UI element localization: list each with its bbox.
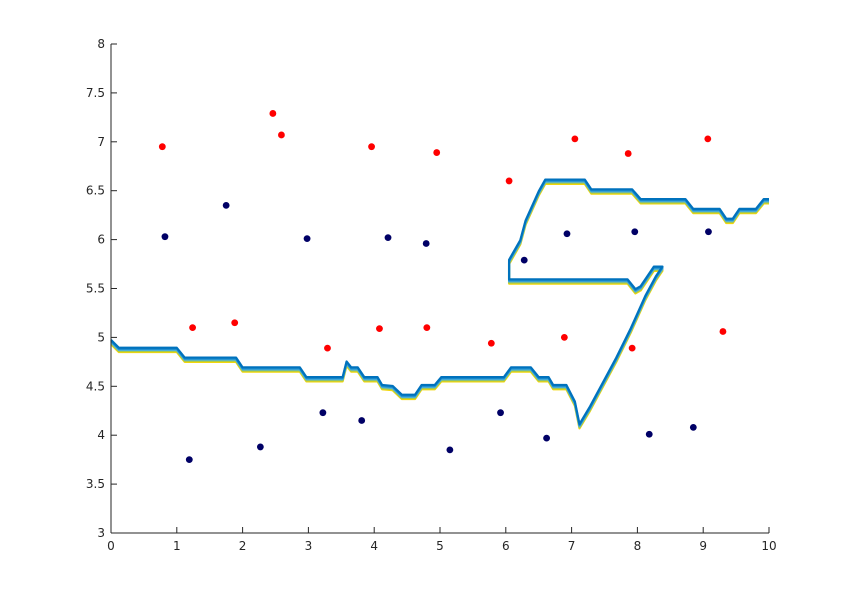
decision-boundary [110,178,769,430]
y-tick-label: 3.5 [86,477,105,491]
blue-data-point [446,446,454,454]
data-points [158,110,727,464]
red-data-point [158,143,166,151]
blue-data-point [520,256,528,264]
y-tick-label: 6 [97,233,105,247]
blue-data-point [384,234,392,242]
red-data-point [376,325,383,332]
y-tick-label: 3 [97,526,105,540]
red-data-point [433,149,441,156]
red-data-point [719,328,727,335]
x-tick-label: 4 [370,539,378,553]
boundary-contour-line [110,178,769,426]
blue-data-point [645,430,653,438]
red-data-point [189,324,196,332]
x-tick-label: 1 [173,539,181,553]
boundary-contour-line [110,180,769,428]
y-tick-label: 7 [97,135,105,149]
y-tick-label: 5 [97,330,105,344]
ticks: 0 1 2 3 4 5 6 7 8 9 10 3 3.5 4 4.5 5 5.5 6 6.5 7 7.5 8 [86,37,777,553]
y-tick-label: 6.5 [86,184,105,198]
blue-data-point [497,409,504,417]
y-tick-label: 4 [97,428,105,442]
blue-data-point [185,456,193,464]
axes [110,44,769,534]
red-data-point [628,344,636,352]
red-data-point [624,150,632,157]
x-tick-label: 3 [305,539,313,553]
red-data-point [324,344,331,352]
red-data-point [560,334,568,341]
boundary-contour-line [110,179,769,427]
red-data-point [269,110,277,117]
red-data-point [368,143,375,151]
y-tick-label: 7.5 [86,86,105,100]
blue-data-point [631,228,639,236]
blue-data-point [543,434,550,442]
blue-data-point [161,233,169,241]
blue-data-point [319,409,327,417]
x-tick-label: 5 [436,539,444,553]
y-tick-label: 8 [97,37,105,51]
boundary-contour-line [110,181,769,429]
y-tick-label: 4.5 [86,379,105,393]
blue-data-point [256,443,264,451]
x-tick-label: 9 [699,539,707,553]
x-tick-label: 8 [634,539,642,553]
red-data-point [231,319,239,327]
blue-data-point [358,417,366,424]
x-tick-label: 2 [239,539,247,553]
red-data-point [571,135,579,143]
y-tick-label: 5.5 [86,282,105,296]
blue-data-point [303,235,311,243]
x-tick-label: 10 [761,539,776,553]
blue-data-point [705,228,712,236]
red-data-point [423,324,431,332]
x-tick-label: 6 [502,539,510,553]
x-tick-label: 7 [568,539,576,553]
red-data-point [505,177,513,185]
x-tick-label: 0 [107,539,115,553]
boundary-contour-line [110,182,769,430]
blue-data-point [422,240,430,247]
red-data-point [278,131,285,139]
blue-data-point [563,230,571,238]
red-data-point [487,339,495,347]
blue-data-point [689,423,697,431]
blue-data-point [222,201,230,209]
red-data-point [704,135,712,143]
